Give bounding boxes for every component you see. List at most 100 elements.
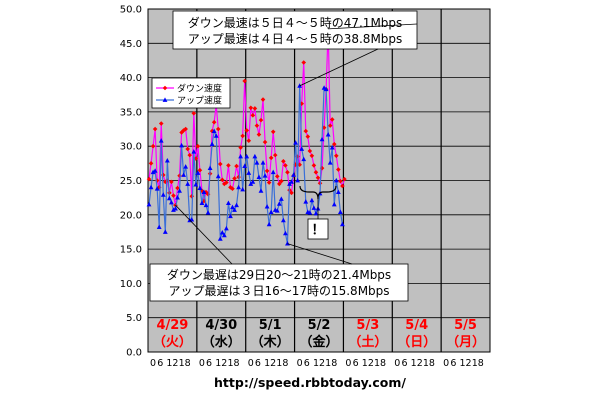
y-axis-ticks: 0.0 5.0 10.0 15.0 20.0 25.0 30.0 35.0 40.0 45.0 50… <box>120 5 142 359</box>
upload-point <box>215 173 221 179</box>
download-point <box>191 110 197 116</box>
download-point <box>152 126 158 132</box>
download-point <box>342 176 347 182</box>
x-tick-label: 12 <box>362 358 374 369</box>
day-date-label: 5/1 <box>259 318 282 333</box>
x-tick-label: 6 <box>255 358 261 369</box>
download-point <box>272 152 278 158</box>
y-tick-label: 0.0 <box>126 348 142 359</box>
upload-point <box>164 158 170 163</box>
upload-point <box>238 153 244 159</box>
upload-point <box>293 140 298 145</box>
download-point <box>289 190 294 196</box>
upload-point <box>323 86 329 92</box>
download-point <box>242 78 247 84</box>
download-point <box>236 174 241 180</box>
upload-point <box>268 209 274 214</box>
download-point <box>301 60 307 65</box>
upload-point <box>183 164 189 169</box>
upload-point <box>301 156 307 162</box>
x-tick-label: 0 <box>150 358 156 369</box>
x-tick-label: 6 <box>450 358 456 369</box>
download-point <box>215 126 221 132</box>
annotation-min-leader-down <box>175 204 233 265</box>
download-point <box>297 162 302 168</box>
upload-point <box>295 177 301 183</box>
download-point <box>268 155 274 161</box>
x-axis-hour-ticks: 0 6 12 18 0 6 12 18 0 6 12 18 0 6 12 18 0 6 12 18 0 6 12 18 0 6 12… <box>150 358 484 369</box>
download-point <box>293 162 298 168</box>
download-point <box>303 128 309 134</box>
upload-point <box>221 232 227 238</box>
upload-point <box>325 131 331 137</box>
download-point <box>331 141 337 147</box>
download-point <box>244 128 250 133</box>
upload-point <box>270 169 276 175</box>
download-point <box>256 132 262 137</box>
download-point <box>281 158 286 164</box>
download-point <box>250 113 256 118</box>
download-point <box>279 178 284 184</box>
upload-point <box>228 213 233 219</box>
upload-point <box>232 207 237 212</box>
download-point <box>217 161 223 167</box>
annotation-max: ダウン最速は５日４～５時の47.1Mbps アップ最速は４日４～５時の38.8Mb… <box>172 10 418 87</box>
upload-point <box>148 184 154 190</box>
x-tick-label: 18 <box>472 358 484 369</box>
download-point <box>321 125 327 130</box>
download-point <box>260 97 266 102</box>
x-tick-label: 6 <box>304 358 310 369</box>
upload-point <box>289 179 294 184</box>
upload-point <box>179 142 184 148</box>
download-point <box>232 176 237 181</box>
upload-point <box>283 230 288 236</box>
day-date-label: 4/29 <box>156 318 188 333</box>
upload-point <box>327 160 333 165</box>
day-date-label: 5/4 <box>405 318 428 333</box>
x-tick-label: 18 <box>325 358 337 369</box>
day-date-label: 5/5 <box>454 318 477 333</box>
y-tick-label: 15.0 <box>120 245 142 256</box>
day-labels: 4/29（火） 4/30（水） 5/1（木） 5/2（金） 5/3（土） 5/4（日） 5/… <box>153 318 485 350</box>
upload-point <box>291 172 296 177</box>
upload-point <box>266 221 272 227</box>
x-tick-label: 12 <box>264 358 276 369</box>
download-point <box>309 153 315 159</box>
x-tick-label: 12 <box>215 358 227 369</box>
x-tick-label: 12 <box>313 358 325 369</box>
download-point <box>199 188 205 194</box>
download-point <box>336 167 341 172</box>
upload-point <box>311 205 317 210</box>
legend-upload-marker <box>162 97 168 102</box>
download-point <box>179 130 184 135</box>
annotation-max-box <box>172 10 418 50</box>
y-tick-label: 40.0 <box>120 73 142 84</box>
upload-point <box>160 192 166 197</box>
download-point <box>150 143 156 149</box>
upload-point <box>303 199 309 204</box>
upload-line <box>148 85 344 244</box>
upload-point <box>319 136 325 142</box>
download-point <box>338 178 343 184</box>
upload-point <box>307 210 313 215</box>
upload-point <box>274 208 280 213</box>
legend-download-label: ダウン速度 <box>177 83 222 95</box>
day-date-label: 4/30 <box>205 318 237 333</box>
upload-point <box>175 195 180 200</box>
annotation-min-leader-up <box>287 243 353 265</box>
upload-point <box>242 163 248 168</box>
download-point <box>238 145 243 150</box>
upload-point <box>223 225 229 231</box>
upload-point <box>226 200 231 206</box>
download-point <box>248 105 254 111</box>
x-tick-label: 6 <box>206 358 212 369</box>
download-point <box>226 163 231 168</box>
download-point <box>158 121 164 126</box>
upload-point <box>230 204 235 210</box>
annotation-min-box <box>149 263 409 302</box>
download-point <box>234 163 239 169</box>
download-point <box>277 181 282 187</box>
y-tick-label: 50.0 <box>120 5 142 16</box>
day-weekday-label: （月） <box>446 334 485 350</box>
